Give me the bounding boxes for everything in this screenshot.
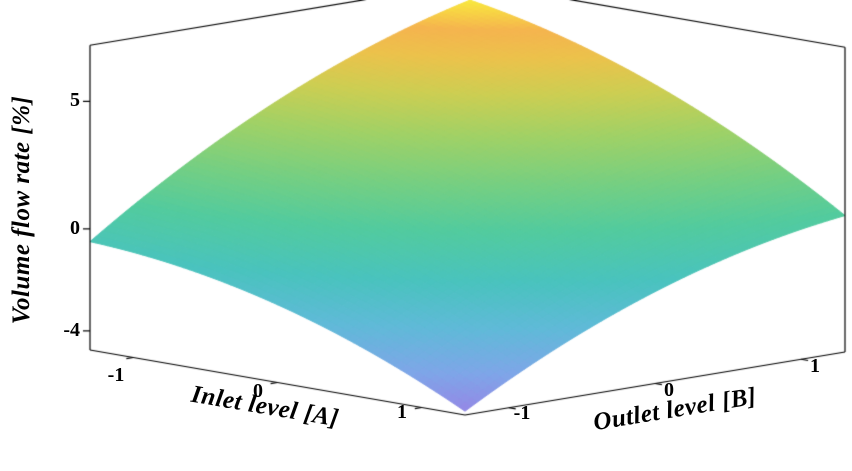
y-tick-label: 0 <box>664 379 674 401</box>
y-tick-label: -1 <box>513 402 531 424</box>
z-tick-label: 0 <box>70 217 80 239</box>
x-tick-label: 0 <box>253 380 263 402</box>
z-tick-label: 5 <box>70 89 80 111</box>
x-tick-label: -1 <box>107 364 125 386</box>
x-tick-label: 1 <box>397 401 407 423</box>
y-tick-label: 1 <box>810 355 820 377</box>
z-tick-label: -4 <box>63 319 80 341</box>
z-axis-label: Volume flow rate [%] <box>8 95 35 325</box>
